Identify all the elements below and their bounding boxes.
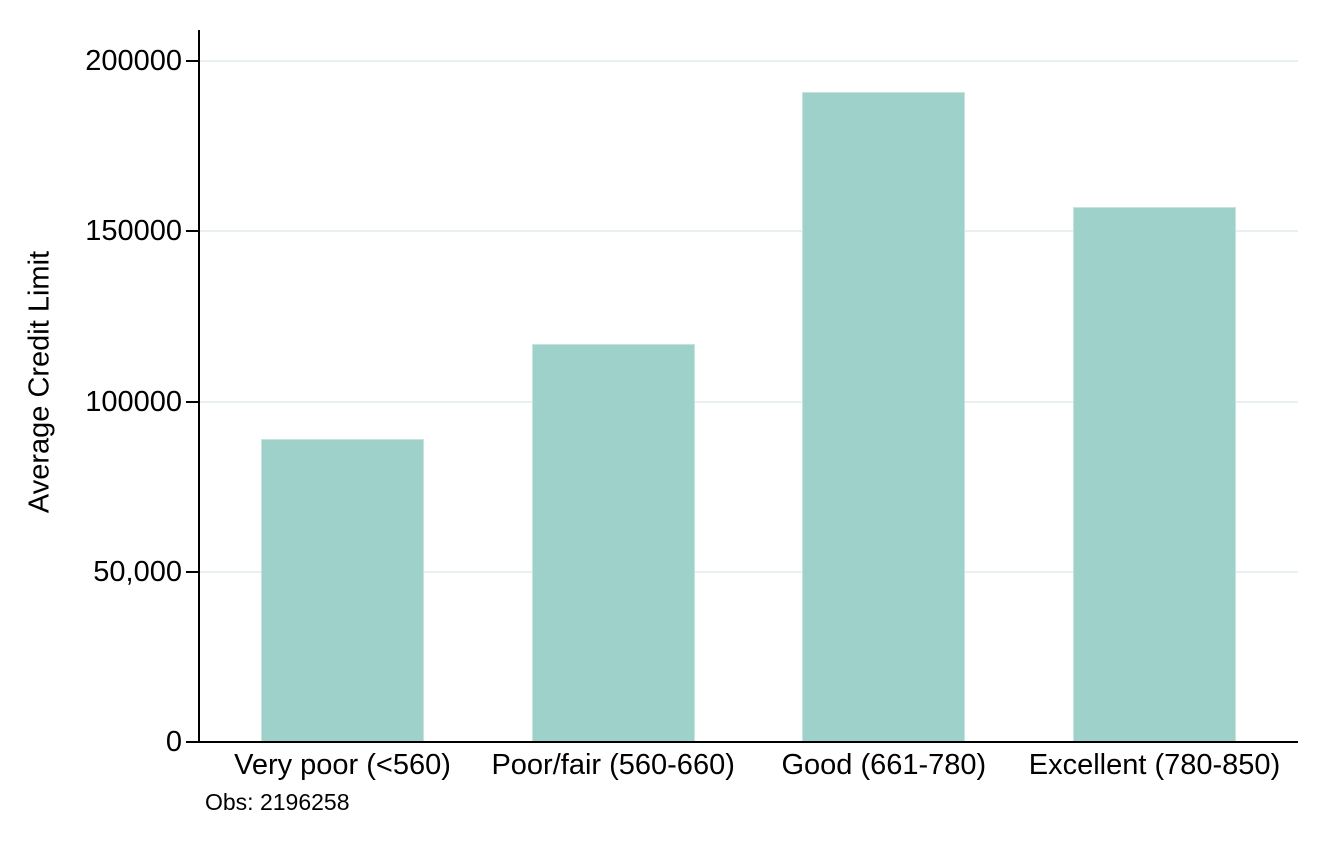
- gridline: [200, 570, 1298, 573]
- gridline: [200, 400, 1298, 403]
- y-axis-title: Average Credit Limit: [23, 250, 56, 514]
- y-tick-label: 50,000: [93, 555, 182, 588]
- x-axis-line: [186, 741, 1298, 743]
- y-tick-label: 100000: [85, 385, 182, 418]
- x-category-label: Poor/fair (560-660): [491, 749, 735, 781]
- gridline: [200, 60, 1298, 62]
- bar: [261, 438, 424, 742]
- bar: [531, 343, 695, 742]
- y-tick-label: 0: [165, 726, 182, 758]
- x-category-label: Excellent (780-850): [1028, 749, 1281, 781]
- obs-note: Obs: 2196258: [205, 789, 350, 815]
- y-tick-label: 150000: [85, 215, 182, 248]
- y-axis-line: [198, 30, 200, 743]
- gridline: [200, 230, 1298, 233]
- x-category-label: Good (661-780): [781, 749, 987, 781]
- y-tick-mark: [186, 400, 199, 403]
- y-tick-mark: [186, 60, 199, 62]
- bar: [802, 91, 966, 742]
- y-tick-mark: [186, 570, 199, 573]
- y-tick-mark: [186, 741, 199, 743]
- x-category-label: Very poor (<560): [234, 749, 451, 781]
- bar: [1073, 207, 1236, 742]
- y-tick-label: 200000: [85, 45, 182, 77]
- y-tick-mark: [186, 230, 199, 233]
